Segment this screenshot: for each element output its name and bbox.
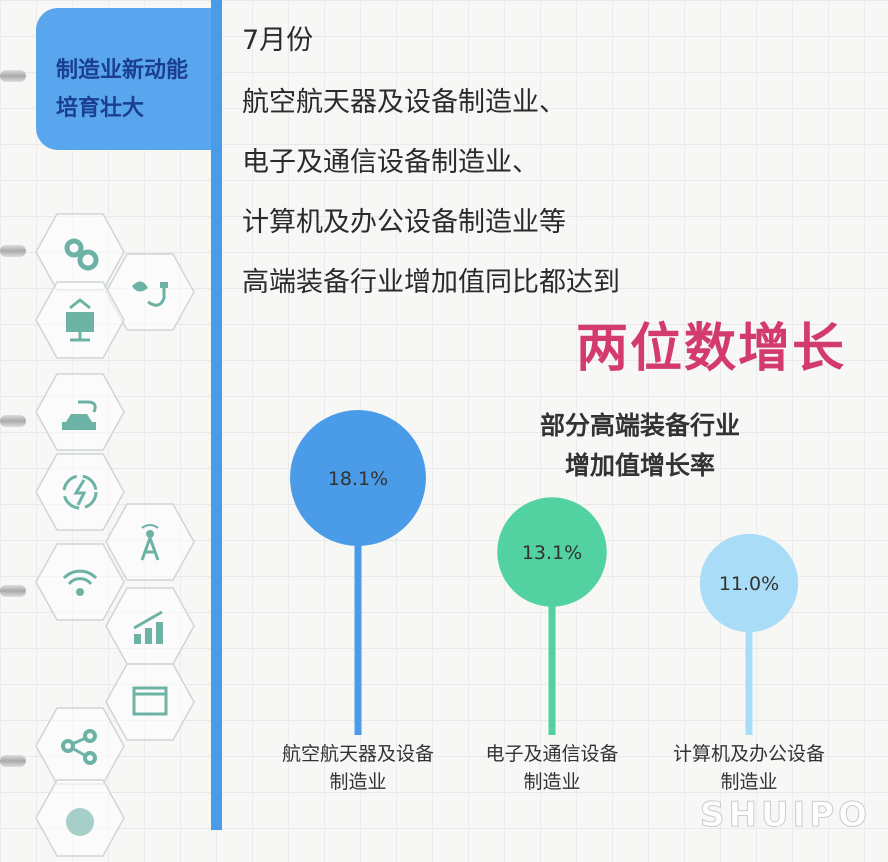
text-line: 航空航天器及设备制造业、 [242, 87, 566, 118]
gears-icon [34, 212, 126, 292]
lollipop-stem [354, 478, 362, 735]
text-line: 计算机及办公设备制造业等 [242, 207, 566, 238]
browser-window-icon [104, 662, 196, 742]
electric-car-icon [34, 372, 126, 452]
highlight-text: 两位数增长 [576, 318, 847, 379]
category-label: 电子及通信设备 [485, 743, 618, 765]
solar-panel-icon [34, 280, 126, 360]
text-line: 电子及通信设备制造业、 [242, 147, 539, 178]
value-label: 13.1% [522, 542, 582, 564]
binder-ring [0, 755, 26, 767]
binder-ring [0, 245, 26, 257]
watermark: SHUIPO [699, 795, 872, 835]
binder-ring [0, 70, 26, 82]
lollipop-circle [497, 497, 607, 607]
energy-cycle-icon [34, 452, 126, 532]
category-label: 制造业 [720, 771, 777, 793]
plant-plug-icon [104, 252, 196, 332]
category-label: 航空航天器及设备 [282, 743, 434, 765]
value-label: 18.1% [328, 468, 388, 490]
lollipop-circle [290, 410, 426, 546]
section-tab: 制造业新动能 培育壮大 [36, 8, 216, 150]
text-line: 高端装备行业增加值同比都达到 [242, 267, 620, 298]
binder-ring [0, 415, 26, 427]
value-label: 11.0% [719, 573, 779, 595]
category-label: 计算机及办公设备 [673, 743, 825, 765]
category-label: 制造业 [523, 771, 580, 793]
binder-ring [0, 585, 26, 597]
lollipop-chart: 部分高端装备行业 增加值增长率 18.1%航空航天器及设备制造业13.1%电子及… [282, 410, 825, 793]
text-line: 7月份 [242, 25, 314, 56]
lollipop-stem [548, 552, 556, 735]
tab-line-2: 培育壮大 [56, 96, 145, 121]
chart-title-line-1: 部分高端装备行业 [540, 411, 740, 440]
lollipop-circle [699, 533, 799, 633]
lollipop-stem [745, 583, 753, 735]
growth-chart-icon [104, 586, 196, 666]
wifi-icon [34, 542, 126, 622]
category-label: 制造业 [329, 771, 386, 793]
signal-tower-icon [104, 502, 196, 582]
share-icon [34, 706, 126, 786]
tab-line-1: 制造业新动能 [56, 58, 189, 83]
divider-bar [211, 0, 222, 830]
chart-title-line-2: 增加值增长率 [565, 451, 715, 480]
